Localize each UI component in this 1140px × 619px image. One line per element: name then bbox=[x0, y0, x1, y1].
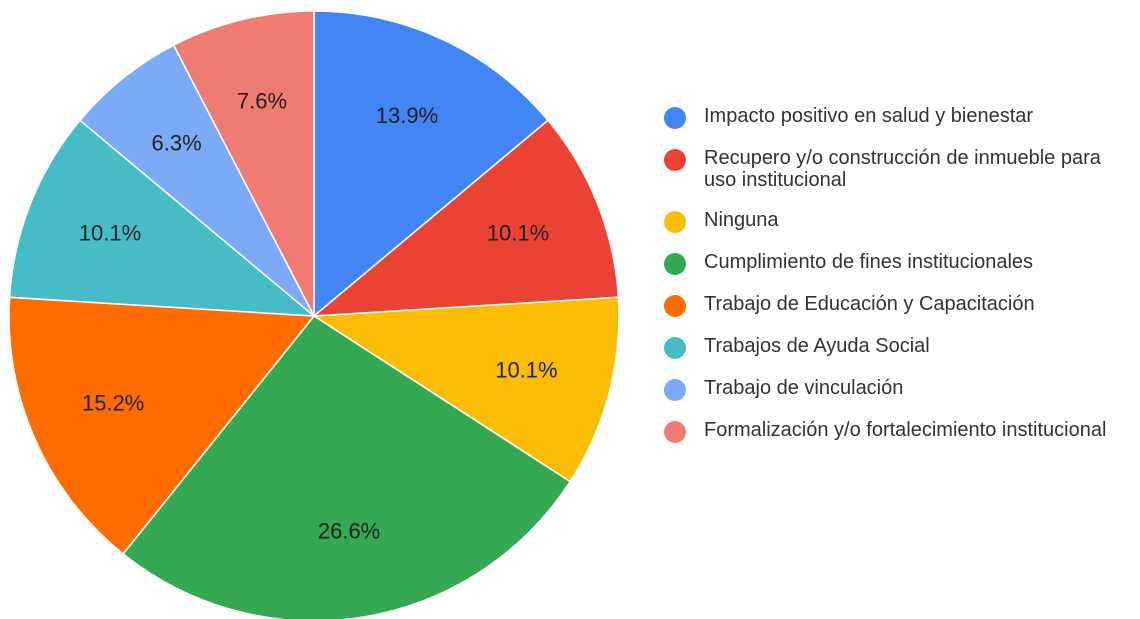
legend-marker bbox=[664, 295, 686, 317]
legend-label: Trabajos de Ayuda Social bbox=[704, 335, 930, 357]
pie-slice bbox=[313, 10, 550, 318]
legend-marker bbox=[664, 337, 686, 359]
data-label: 15.2% bbox=[82, 391, 144, 416]
legend-marker bbox=[664, 421, 686, 443]
legend-item: Impacto positivo en salud y bienestar bbox=[664, 105, 1109, 129]
pie-slice bbox=[172, 10, 315, 317]
pie-slice bbox=[311, 119, 620, 317]
pie-slice bbox=[122, 315, 572, 619]
legend-marker bbox=[664, 107, 686, 129]
legend-marker bbox=[664, 379, 686, 401]
legend-label: Impacto positivo en salud y bienestar bbox=[704, 105, 1034, 127]
legend-item: Recupero y/o construcción de inmueble pa… bbox=[664, 147, 1109, 191]
legend-item: Trabajo de vinculación bbox=[664, 377, 1109, 401]
legend: Impacto positivo en salud y bienestar Rec… bbox=[664, 105, 1109, 443]
pie-slice bbox=[8, 296, 316, 555]
data-label: 7.6% bbox=[237, 88, 287, 113]
legend-item: Ninguna bbox=[664, 209, 1109, 233]
data-label: 6.3% bbox=[152, 131, 202, 156]
legend-marker bbox=[664, 149, 686, 171]
pie-slice bbox=[78, 44, 315, 317]
legend-marker bbox=[664, 211, 686, 233]
pie-slice bbox=[311, 296, 620, 483]
legend-item: Trabajo de Educación y Capacitación bbox=[664, 293, 1109, 317]
legend-item: Formalización y/o fortalecimiento instit… bbox=[664, 419, 1109, 443]
legend-item: Trabajos de Ayuda Social bbox=[664, 335, 1109, 359]
pie-slice bbox=[8, 119, 317, 317]
data-label: 10.1% bbox=[487, 221, 549, 246]
chart: 13.9% 10.1% 10.1% 26.6% 15.2% 10.1% 6.3% 7.6% bbox=[8, 10, 620, 619]
legend-item: Cumplimiento de fines institucionales bbox=[664, 251, 1109, 275]
legend-label: Formalización y/o fortalecimiento instit… bbox=[704, 419, 1107, 441]
data-label: 10.1% bbox=[495, 357, 557, 382]
legend-label: Ninguna bbox=[704, 209, 779, 231]
legend-label: Recupero y/o construcción de inmueble pa… bbox=[704, 147, 1101, 191]
data-label: 10.1% bbox=[79, 221, 141, 246]
legend-label: Trabajo de Educación y Capacitación bbox=[704, 293, 1035, 315]
legend-label: Trabajo de vinculación bbox=[704, 377, 904, 399]
data-label: 26.6% bbox=[318, 519, 380, 544]
legend-label: Cumplimiento de fines institucionales bbox=[704, 251, 1034, 273]
data-label: 13.9% bbox=[376, 103, 438, 128]
legend-marker bbox=[664, 253, 686, 275]
